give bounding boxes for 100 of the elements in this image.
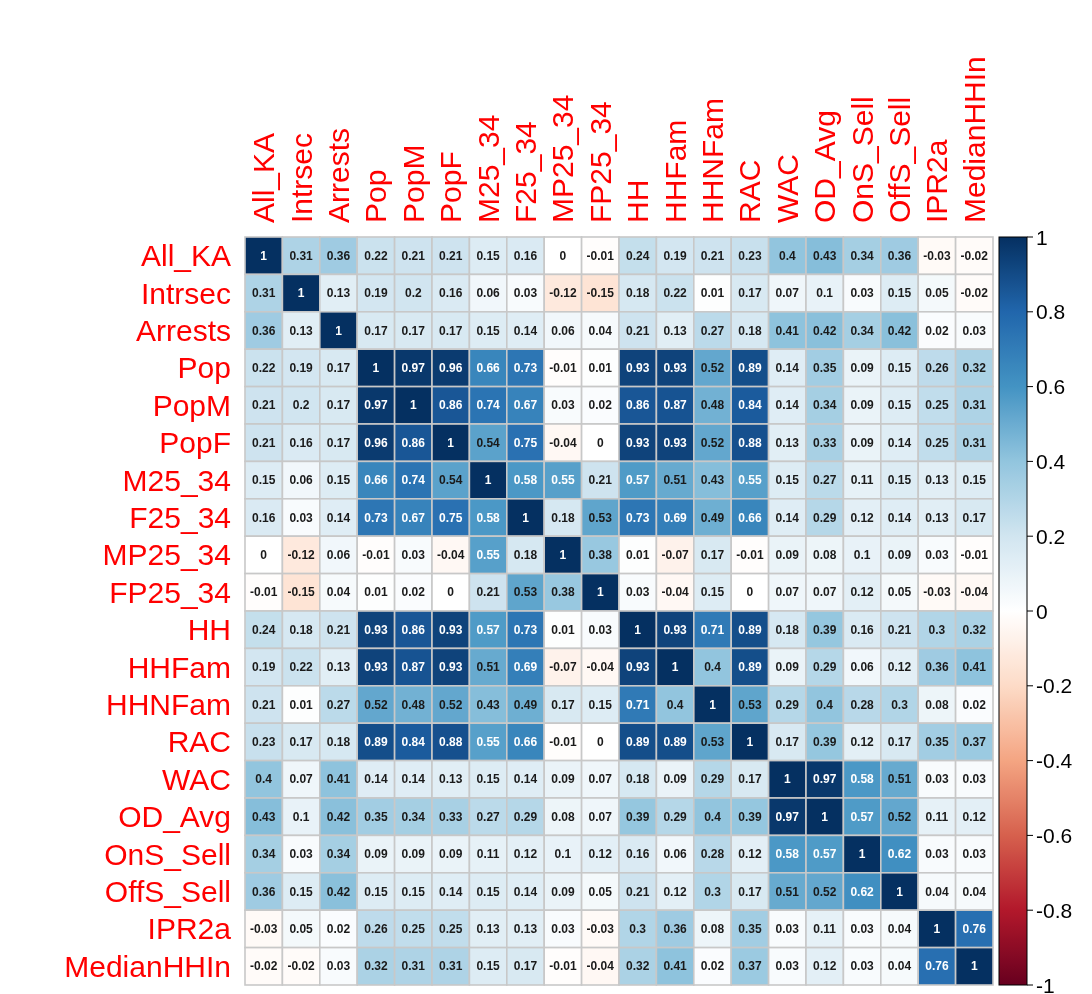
data-label: 0.02 bbox=[962, 697, 987, 712]
data-label: 0.32 bbox=[962, 622, 987, 637]
data-label: 1 bbox=[933, 921, 941, 936]
y-tick-label: RAC bbox=[167, 725, 231, 759]
data-label: 0.52 bbox=[887, 809, 912, 824]
data-label: 0.05 bbox=[588, 884, 613, 899]
data-label: 0.15 bbox=[887, 398, 912, 413]
data-label: 0.15 bbox=[887, 286, 912, 301]
data-label: 0.3 bbox=[928, 622, 946, 637]
data-label: 0.11 bbox=[813, 921, 837, 936]
data-label: 0.33 bbox=[813, 435, 837, 450]
data-label: 0.21 bbox=[439, 248, 463, 263]
y-tick-label: MP25_34 bbox=[102, 538, 231, 572]
data-label: 0.15 bbox=[588, 697, 613, 712]
data-label: 0.03 bbox=[551, 921, 575, 936]
data-label: 0.58 bbox=[476, 510, 501, 525]
data-label: 0.88 bbox=[439, 734, 463, 749]
data-label: 0.21 bbox=[252, 398, 276, 413]
x-tick-label: Pop bbox=[359, 169, 393, 223]
data-label: 0.29 bbox=[813, 660, 837, 675]
color-bar-label: 0.4 bbox=[1036, 449, 1066, 473]
data-label: 0.03 bbox=[962, 847, 987, 862]
data-label: 0.39 bbox=[738, 809, 762, 824]
data-label: 0.55 bbox=[476, 734, 501, 749]
data-label: 0.12 bbox=[663, 884, 688, 899]
data-label: 0.15 bbox=[775, 473, 800, 488]
data-label: 0.09 bbox=[850, 398, 875, 413]
data-label: 0.1 bbox=[292, 809, 310, 824]
data-label: 0.27 bbox=[326, 697, 351, 712]
data-label: 0.75 bbox=[513, 435, 538, 450]
data-label: 0.11 bbox=[476, 847, 500, 862]
x-tick-label: IPR2a bbox=[920, 139, 954, 223]
data-label: 0.67 bbox=[513, 398, 538, 413]
data-label: 0.93 bbox=[626, 360, 650, 375]
x-tick-label: M25_34 bbox=[471, 114, 505, 223]
data-label: 0.84 bbox=[401, 734, 426, 749]
data-label: 0.1 bbox=[816, 286, 834, 301]
data-label: 0.14 bbox=[887, 510, 912, 525]
data-label: 0.15 bbox=[326, 473, 351, 488]
data-label: 0.27 bbox=[700, 323, 725, 338]
data-label: 0.03 bbox=[626, 585, 650, 600]
data-label: -0.07 bbox=[549, 660, 577, 675]
data-label: 1 bbox=[970, 959, 978, 974]
data-label: 0.36 bbox=[252, 884, 276, 899]
data-label: 0.17 bbox=[775, 734, 800, 749]
color-bar-label: -0.4 bbox=[1036, 749, 1073, 773]
data-label: 0.89 bbox=[364, 734, 388, 749]
data-label: 0.09 bbox=[551, 772, 575, 787]
data-label: -0.01 bbox=[362, 547, 390, 562]
data-label: 0.69 bbox=[513, 660, 538, 675]
data-label: 0 bbox=[559, 248, 567, 263]
data-label: 0.93 bbox=[439, 622, 463, 637]
data-label: 1 bbox=[671, 660, 679, 675]
y-tick-label: Intrsec bbox=[140, 276, 231, 310]
color-bar-label: -0.2 bbox=[1036, 674, 1073, 698]
data-label: 0.21 bbox=[626, 323, 650, 338]
data-label: 0.52 bbox=[364, 697, 388, 712]
data-label: 0.36 bbox=[326, 248, 351, 263]
data-label: 0.75 bbox=[439, 510, 463, 525]
data-label: 0.43 bbox=[813, 248, 837, 263]
data-label: 0.86 bbox=[401, 622, 426, 637]
data-label: 0.35 bbox=[738, 921, 762, 936]
data-label: 0.54 bbox=[476, 435, 501, 450]
data-label: 0.54 bbox=[439, 473, 463, 488]
data-label: 0.1 bbox=[554, 847, 572, 862]
data-label: 1 bbox=[260, 248, 268, 263]
data-label: 0.97 bbox=[401, 360, 426, 375]
data-label: 0.17 bbox=[513, 959, 538, 974]
data-label: 0.17 bbox=[364, 323, 388, 338]
data-label: 0 bbox=[596, 734, 604, 749]
x-tick-label: MedianHHIn bbox=[957, 56, 991, 223]
data-label: 0.13 bbox=[326, 660, 351, 675]
data-label: 0.04 bbox=[326, 585, 351, 600]
data-label: 0.58 bbox=[850, 772, 875, 787]
data-label: 1 bbox=[896, 884, 904, 899]
data-label: 0.58 bbox=[775, 847, 800, 862]
data-label: 0.03 bbox=[513, 286, 538, 301]
data-label: 0.07 bbox=[588, 809, 613, 824]
data-label: 0.14 bbox=[439, 884, 463, 899]
data-label: 0.53 bbox=[588, 510, 613, 525]
data-label: 0.09 bbox=[850, 360, 875, 375]
data-label: 0.01 bbox=[626, 547, 650, 562]
data-label: -0.04 bbox=[586, 959, 615, 974]
data-label: 0.51 bbox=[775, 884, 800, 899]
data-label: 0.36 bbox=[252, 323, 276, 338]
data-label: 0.08 bbox=[925, 697, 949, 712]
data-label: 0.53 bbox=[513, 585, 538, 600]
data-label: 1 bbox=[559, 547, 567, 562]
data-label: 0.87 bbox=[401, 660, 426, 675]
data-label: 0.31 bbox=[962, 398, 987, 413]
data-label: 0.86 bbox=[439, 398, 463, 413]
data-label: 0.93 bbox=[626, 435, 650, 450]
data-label: 0.18 bbox=[775, 622, 800, 637]
data-label: 0.12 bbox=[850, 510, 875, 525]
data-label: 0.42 bbox=[813, 323, 837, 338]
data-label: 0.57 bbox=[626, 473, 650, 488]
data-label: 0.31 bbox=[252, 286, 276, 301]
data-label: 0.01 bbox=[551, 622, 575, 637]
data-label: 0.06 bbox=[289, 473, 314, 488]
data-label: 0.25 bbox=[401, 921, 426, 936]
